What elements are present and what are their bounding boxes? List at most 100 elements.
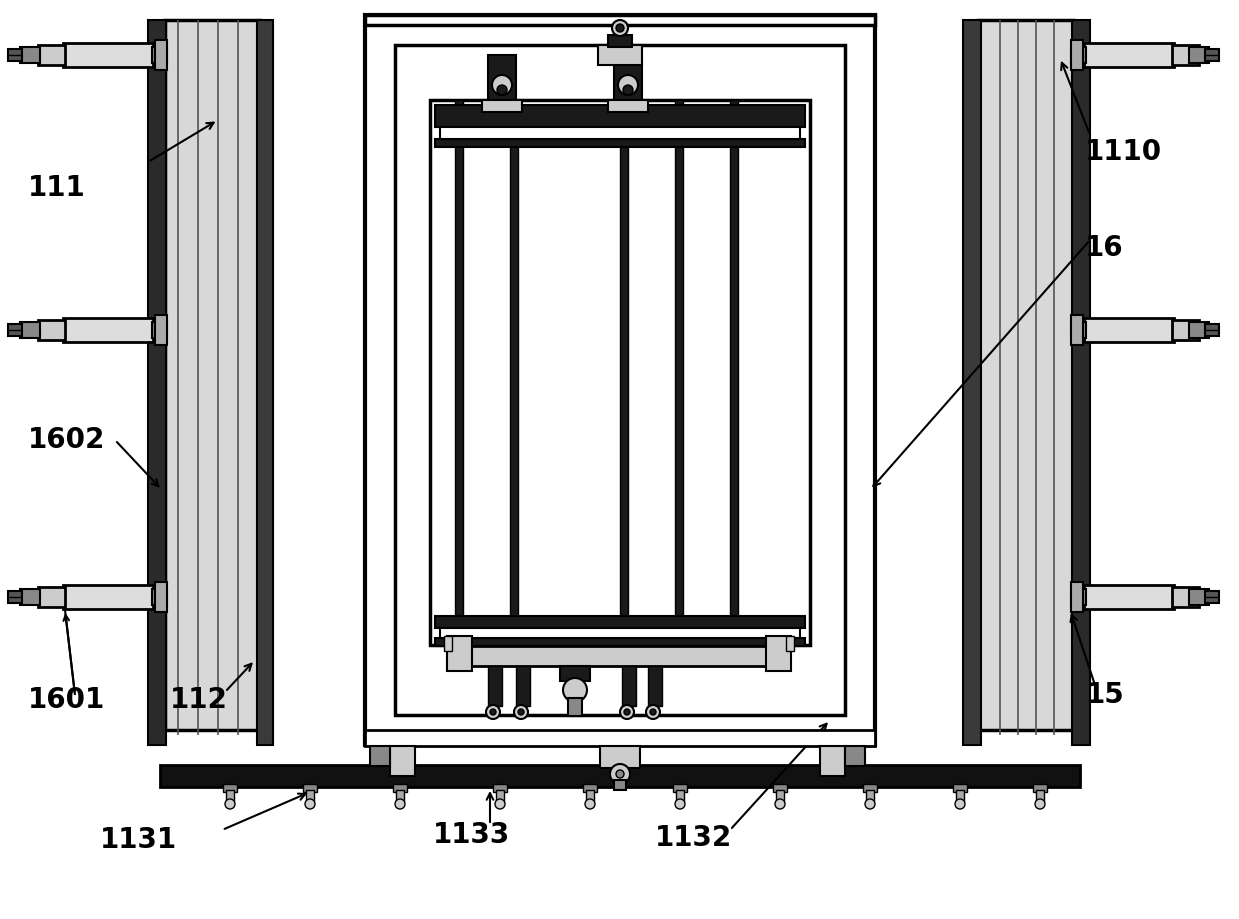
Text: 1601: 1601 — [28, 686, 105, 714]
Bar — [584, 784, 597, 792]
Bar — [7, 591, 22, 603]
Bar — [147, 20, 166, 745]
Bar — [440, 127, 800, 139]
Bar — [20, 589, 40, 605]
Bar — [957, 790, 964, 802]
Text: 16: 16 — [1085, 234, 1124, 262]
Text: 111: 111 — [28, 174, 85, 202]
Bar — [1084, 318, 1175, 342]
Bar — [306, 790, 313, 802]
Text: 1602: 1602 — [28, 426, 105, 454]
Bar — [7, 49, 22, 61]
Bar — [155, 315, 167, 345]
Bar — [615, 780, 626, 790]
Bar — [435, 638, 805, 646]
Circle shape — [563, 678, 587, 702]
Bar — [7, 324, 22, 336]
Bar — [864, 784, 877, 792]
Circle shape — [305, 799, 315, 809]
Bar — [1189, 589, 1209, 605]
Bar — [256, 20, 273, 745]
Circle shape — [616, 770, 624, 778]
Bar — [786, 636, 794, 651]
Bar — [370, 746, 390, 766]
Circle shape — [624, 709, 629, 715]
Bar — [20, 47, 40, 63]
Bar — [482, 100, 522, 112]
Circle shape — [1035, 799, 1044, 809]
Bar — [225, 790, 234, 802]
Circle shape — [585, 799, 595, 809]
Bar — [160, 765, 1080, 787]
Bar — [152, 589, 167, 605]
Bar — [608, 35, 632, 47]
Bar — [1084, 585, 1175, 609]
Bar — [586, 790, 593, 802]
Bar — [600, 746, 641, 768]
Bar — [155, 40, 167, 70]
Circle shape — [955, 799, 965, 809]
Circle shape — [623, 85, 633, 95]
Bar — [675, 100, 683, 645]
Bar — [845, 746, 865, 766]
Bar — [496, 790, 504, 802]
Bar — [390, 746, 415, 776]
Bar — [435, 105, 805, 127]
Text: 1132: 1132 — [655, 824, 732, 852]
Circle shape — [486, 705, 501, 719]
Bar — [444, 636, 452, 651]
Bar — [223, 784, 237, 792]
Circle shape — [395, 799, 405, 809]
Bar — [447, 636, 472, 671]
Bar — [393, 784, 406, 792]
Bar — [608, 100, 648, 112]
Circle shape — [618, 75, 638, 95]
Bar — [152, 322, 167, 338]
Bar — [493, 784, 507, 792]
Bar — [1206, 591, 1219, 603]
Bar — [766, 636, 790, 671]
Circle shape — [518, 709, 524, 715]
Bar — [1189, 322, 1209, 338]
Bar — [396, 790, 404, 802]
Bar — [455, 100, 463, 645]
Bar — [435, 616, 805, 628]
Bar — [615, 55, 642, 105]
Text: 1133: 1133 — [432, 821, 510, 849]
Bar — [776, 790, 784, 802]
Circle shape — [514, 705, 528, 719]
Bar — [488, 55, 515, 105]
Bar — [866, 790, 873, 802]
Circle shape — [675, 799, 685, 809]
Bar — [1206, 49, 1219, 61]
Bar — [1070, 582, 1083, 612]
Bar — [1206, 324, 1219, 336]
Bar — [622, 666, 636, 706]
Bar — [820, 746, 845, 776]
Bar — [673, 784, 686, 792]
Bar — [773, 784, 787, 792]
Bar — [510, 100, 518, 645]
Bar — [435, 139, 805, 147]
Bar — [366, 15, 875, 25]
Circle shape — [497, 85, 507, 95]
Circle shape — [492, 75, 512, 95]
Bar — [440, 628, 800, 638]
Circle shape — [225, 799, 235, 809]
Bar — [1070, 47, 1087, 63]
Bar — [676, 790, 684, 802]
Circle shape — [612, 20, 628, 36]
Bar — [1033, 784, 1047, 792]
Circle shape — [496, 799, 506, 809]
Bar — [1070, 589, 1087, 605]
Circle shape — [646, 705, 660, 719]
Bar — [1189, 47, 1209, 63]
Circle shape — [650, 709, 655, 715]
Bar — [567, 698, 582, 716]
Bar — [38, 320, 64, 340]
Text: 1110: 1110 — [1085, 138, 1162, 166]
Circle shape — [776, 799, 786, 809]
Text: 15: 15 — [1087, 681, 1125, 709]
Bar — [152, 47, 167, 63]
Bar — [304, 784, 317, 792]
